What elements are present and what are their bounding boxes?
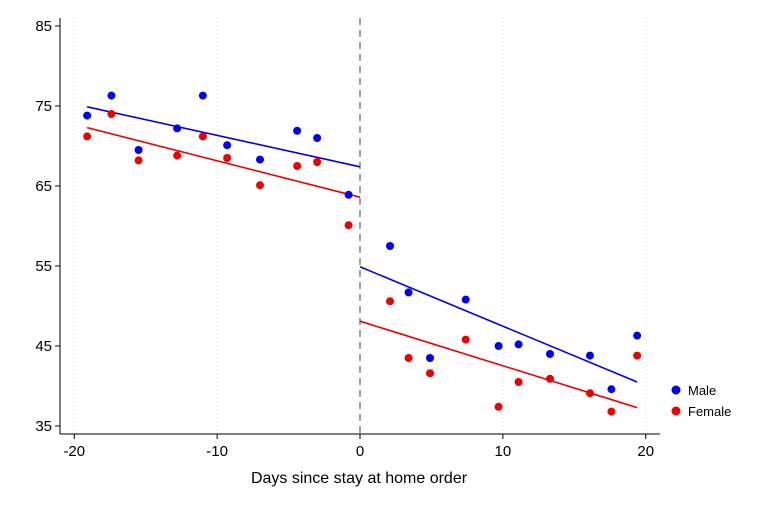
legend: Male Female	[671, 383, 731, 419]
female-point	[223, 154, 232, 162]
male-point	[107, 91, 116, 100]
male-point	[404, 288, 413, 297]
tick-labels: 35 45 55 65 75 85 -20 -10 0 10 20	[35, 18, 654, 460]
x-tick-label: -20	[63, 443, 85, 460]
female-point	[83, 132, 92, 141]
female-point	[256, 181, 264, 190]
male-point	[83, 111, 92, 120]
female-point	[293, 162, 302, 170]
data-points	[83, 91, 642, 416]
female-legend-label: Female	[688, 404, 731, 419]
male-point	[134, 146, 143, 154]
male-point	[223, 141, 232, 150]
female-point	[198, 132, 207, 141]
male-point	[586, 351, 594, 360]
female-point	[344, 221, 353, 230]
female-point	[134, 156, 143, 165]
male-point	[256, 155, 264, 164]
female-point	[313, 158, 322, 166]
female-point	[546, 374, 554, 383]
female-fit-line	[86, 126, 361, 198]
female-point	[514, 378, 523, 386]
y-tick-label: 85	[35, 18, 52, 35]
male-point	[386, 242, 394, 250]
female-point	[607, 407, 616, 416]
male-point	[633, 331, 642, 340]
female-point	[404, 354, 413, 362]
x-axis-title: Days since stay at home order	[251, 470, 468, 487]
female-point	[461, 335, 470, 344]
y-tick-label: 55	[35, 258, 52, 275]
male-point	[173, 124, 182, 133]
male-point	[293, 126, 302, 135]
male-point	[546, 350, 554, 358]
female-point	[494, 402, 503, 411]
female-point	[426, 369, 434, 378]
female-legend-marker	[671, 406, 681, 416]
y-tick-label: 75	[35, 98, 52, 115]
gridlines	[73, 18, 647, 434]
fit-lines	[86, 106, 638, 409]
x-tick-label: 10	[495, 443, 512, 460]
female-point	[633, 351, 642, 360]
male-legend-label: Male	[688, 383, 716, 398]
male-fit-line	[359, 266, 638, 383]
axes	[55, 18, 660, 439]
male-point	[198, 91, 207, 100]
y-tick-label: 45	[35, 338, 52, 355]
x-tick-label: -10	[206, 443, 228, 460]
female-point	[586, 389, 594, 398]
female-point	[386, 297, 394, 306]
female-point	[107, 110, 116, 118]
male-point	[461, 295, 470, 304]
y-tick-label: 35	[35, 418, 52, 435]
male-fit-line	[86, 106, 361, 168]
female-point	[173, 151, 182, 160]
male-point	[344, 190, 353, 199]
male-point	[607, 385, 616, 394]
male-point	[313, 134, 322, 142]
x-tick-label: 0	[356, 443, 364, 460]
male-point	[426, 354, 434, 362]
male-point	[494, 342, 503, 350]
male-point	[514, 340, 523, 349]
y-tick-label: 65	[35, 178, 52, 195]
male-legend-marker	[671, 385, 681, 395]
x-tick-label: 20	[637, 443, 654, 460]
